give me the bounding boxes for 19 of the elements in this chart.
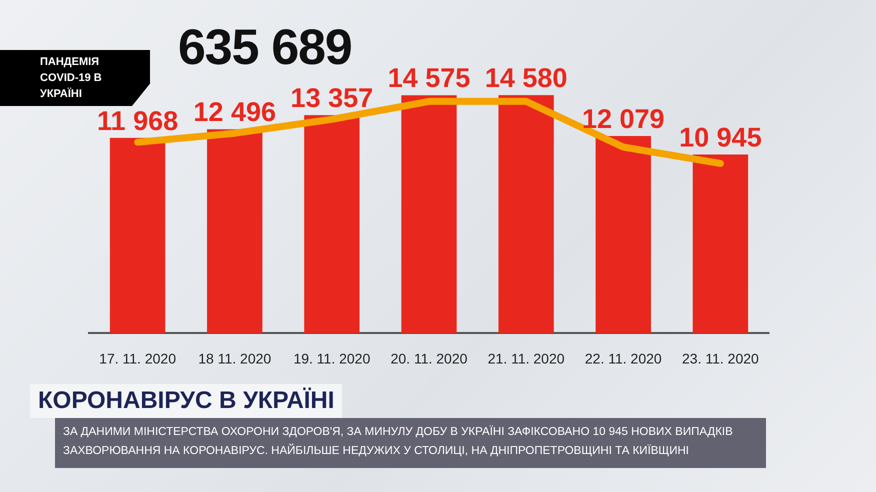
x-tick-label: 22. 11. 2020 [584,350,662,366]
data-label: 13 357 [290,83,374,114]
data-label: 12 079 [582,104,665,134]
x-tick-label: 17. 11. 2020 [99,350,176,366]
x-tick-label: 18 11. 2020 [198,350,272,366]
text: КОРОНАВІРУС В УКРАЇНІ [30,384,342,418]
data-label: 14 580 [484,63,568,94]
x-tick-label: 19. 11. 2020 [293,350,370,366]
x-tick-label: 21. 11. 2020 [488,350,565,366]
chart-title: ПАНДЕМІЯ COVID-19 В УКРАЇНІ [40,55,103,102]
data-label: 12 496 [193,97,276,128]
x-tick-label: 20. 11. 2020 [390,350,468,366]
caption-panel: ПАНДЕМІЯ COVID-19 В УКРАЇНІ [0,50,150,106]
data-label: 11 968 [97,106,178,136]
data-label: 10 945 [679,122,762,152]
text: ЗА ДАНИМИ МІНІСТЕРСТВА ОХОРОНИ ЗДОРОВ'Я, ЗА МИНУЛУ ДОБУ В УКРАЇНІ ЗАФІКСОВАНО 10 945 НОВИХ ВИПАДКІВ ЗАХВОРЮВАННЯ НА КОРОНАВІРУС. НАЙБІЛЬШЕ НЕДУЖИХ У СТОЛИЦІ, НА ДНІПРОПЕТРОВЩИНІ ТА КИЇВЩИНІ [55,418,766,468]
text: 635 689 [178,18,352,76]
x-tick-label: 23. 11. 2020 [682,350,760,366]
data-label: 14 575 [388,63,470,94]
